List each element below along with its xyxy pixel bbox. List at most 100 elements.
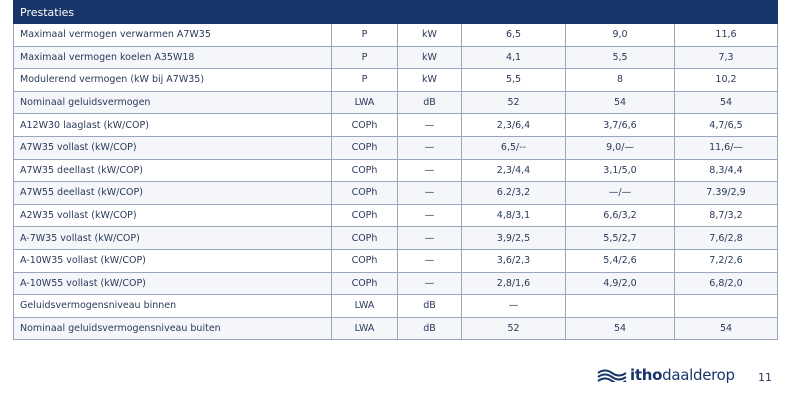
row-label: A7W35 vollast (kW/COP) <box>13 135 332 160</box>
row-value-2: 9,0/— <box>565 135 675 160</box>
row-unit: — <box>397 113 462 137</box>
table-row: A-10W35 vollast (kW/COP) COPh —3,6/2,3 5,4/… <box>13 248 779 273</box>
row-value-1: 5,5 <box>461 68 566 92</box>
row-value-3: 8,3/4,4 <box>673 158 779 183</box>
table-row: A7W35 vollast (kW/COP) COPh —6,5/-- 9,0/— 11… <box>13 135 779 160</box>
row-symbol: P <box>331 23 398 47</box>
performance-table: Prestaties Maximaal vermogen verwarmen A… <box>12 0 779 341</box>
row-value-3: 8,7/3,2 <box>673 203 779 228</box>
row-value-1: 3,9/2,5 <box>461 226 566 250</box>
row-unit: dB <box>397 90 462 115</box>
row-symbol: COPh <box>331 158 398 183</box>
row-value-2: 5,4/2,6 <box>565 248 675 273</box>
row-symbol: P <box>331 45 398 70</box>
row-value-1: 6,5 <box>461 23 566 47</box>
row-label: A7W35 deellast (kW/COP) <box>13 158 332 183</box>
row-label: A-7W35 vollast (kW/COP) <box>13 226 332 250</box>
row-label: Maximaal vermogen verwarmen A7W35 <box>13 23 332 47</box>
row-value-2: 54 <box>565 316 675 341</box>
table-row: A-10W55 vollast (kW/COP) COPh —2,8/1,6 4,9/… <box>13 271 779 296</box>
row-symbol: COPh <box>331 113 398 137</box>
row-value-3: 7,6/2,8 <box>673 226 779 250</box>
table-header-row: Prestaties <box>12 0 779 24</box>
row-symbol: COPh <box>331 226 398 250</box>
row-value-3: 4,7/6,5 <box>673 113 779 137</box>
row-value-1: 6,5/-- <box>461 135 566 160</box>
row-value-3: 7,3 <box>673 45 779 70</box>
brand-name-part2: daalderop <box>662 366 735 384</box>
wave-logo-icon <box>597 369 627 382</box>
row-symbol: COPh <box>331 271 398 296</box>
table-row: A-7W35 vollast (kW/COP) COPh —3,9/2,5 5,5/2… <box>13 226 779 250</box>
row-unit: — <box>397 158 462 183</box>
row-label: A2W35 vollast (kW/COP) <box>13 203 332 228</box>
brand-name: ithodaalderop <box>630 366 735 384</box>
row-label: A12W30 laaglast (kW/COP) <box>13 113 332 137</box>
row-value-2: 5,5/2,7 <box>565 226 675 250</box>
row-value-1: 52 <box>461 90 566 115</box>
row-unit: — <box>397 271 462 296</box>
row-value-1: 2,3/4,4 <box>461 158 566 183</box>
row-symbol: P <box>331 68 398 92</box>
spec-sheet: Prestaties Maximaal vermogen verwarmen A… <box>12 0 779 341</box>
table-title: Prestaties <box>12 0 779 24</box>
row-label: Maximaal vermogen koelen A35W18 <box>13 45 332 70</box>
row-label: Nominaal geluidsvermogen <box>13 90 332 115</box>
row-value-2: 54 <box>565 90 675 115</box>
row-label: A7W55 deellast (kW/COP) <box>13 181 332 205</box>
row-value-3: 11,6 <box>673 23 779 47</box>
table-row: A12W30 laaglast (kW/COP) COPh —2,3/6,4 3,7/… <box>13 113 779 137</box>
page-number: 11 <box>758 371 772 384</box>
row-label: A-10W55 vollast (kW/COP) <box>13 271 332 296</box>
row-value-1: 2,8/1,6 <box>461 271 566 296</box>
table-row: A7W35 deellast (kW/COP) COPh —2,3/4,4 3,1/5… <box>13 158 779 183</box>
row-value-2 <box>565 294 675 318</box>
table-row: Nominaal geluidsvermogensniveau buiten LW… <box>13 316 779 341</box>
row-unit: — <box>397 226 462 250</box>
row-value-3: 7.39/2,9 <box>673 181 779 205</box>
row-value-3: 54 <box>673 90 779 115</box>
row-value-1: 6.2/3,2 <box>461 181 566 205</box>
row-value-1: 4,8/3,1 <box>461 203 566 228</box>
row-value-2: 6,6/3,2 <box>565 203 675 228</box>
row-unit: — <box>397 135 462 160</box>
row-value-1: 2,3/6,4 <box>461 113 566 137</box>
row-symbol: COPh <box>331 135 398 160</box>
row-value-2: —/— <box>565 181 675 205</box>
row-symbol: LWA <box>331 90 398 115</box>
row-value-3: 7,2/2,6 <box>673 248 779 273</box>
row-label: Nominaal geluidsvermogensniveau buiten <box>13 316 332 341</box>
row-symbol: COPh <box>331 248 398 273</box>
row-unit: — <box>397 248 462 273</box>
table-row: A2W35 vollast (kW/COP) COPh —4,8/3,1 6,6/3,… <box>13 203 779 228</box>
row-value-2: 3,7/6,6 <box>565 113 675 137</box>
row-unit: kW <box>397 23 462 47</box>
row-value-2: 8 <box>565 68 675 92</box>
row-value-3: 11,6/— <box>673 135 779 160</box>
row-label: Modulerend vermogen (kW bij A7W35) <box>13 68 332 92</box>
row-value-2: 9,0 <box>565 23 675 47</box>
row-unit: kW <box>397 45 462 70</box>
brand-name-part1: itho <box>630 366 663 384</box>
row-symbol: LWA <box>331 316 398 341</box>
row-unit: — <box>397 181 462 205</box>
table-row: A7W55 deellast (kW/COP) COPh —6.2/3,2 —/— 7.… <box>13 181 779 205</box>
row-value-3 <box>673 294 779 318</box>
row-symbol: COPh <box>331 181 398 205</box>
row-value-2: 3,1/5,0 <box>565 158 675 183</box>
row-value-1: 52 <box>461 316 566 341</box>
brand-logo: ithodaalderop <box>597 366 735 384</box>
row-unit: kW <box>397 68 462 92</box>
row-value-1: 4,1 <box>461 45 566 70</box>
row-value-3: 6,8/2,0 <box>673 271 779 296</box>
row-value-1: 3,6/2,3 <box>461 248 566 273</box>
row-value-3: 10,2 <box>673 68 779 92</box>
row-label: Geluidsvermogensniveau binnen <box>13 294 332 318</box>
row-symbol: LWA <box>331 294 398 318</box>
row-value-3: 54 <box>673 316 779 341</box>
table-row: Nominaal geluidsvermogen LWA dB 52 54 54 <box>13 90 779 115</box>
